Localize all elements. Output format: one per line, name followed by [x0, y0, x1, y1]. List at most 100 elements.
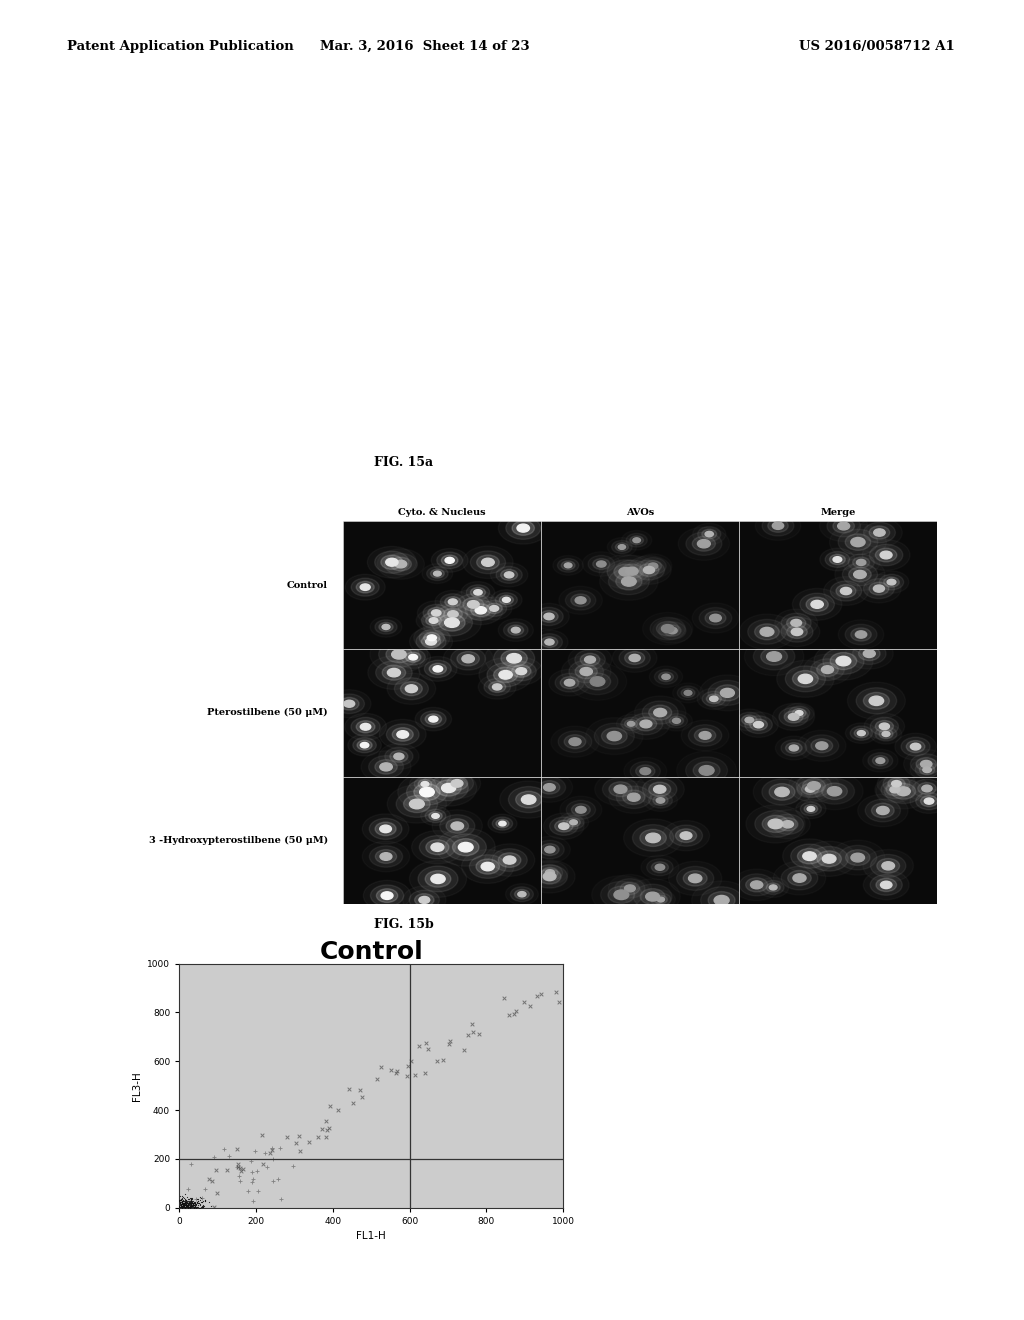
Circle shape — [559, 822, 569, 829]
Point — [272, 1138, 289, 1159]
Point — [183, 1189, 200, 1210]
Point — [440, 1034, 457, 1055]
Circle shape — [688, 725, 722, 746]
Circle shape — [851, 628, 871, 642]
Point — [551, 991, 567, 1012]
Circle shape — [646, 892, 659, 902]
Circle shape — [772, 814, 804, 834]
Circle shape — [360, 742, 369, 748]
Circle shape — [856, 688, 897, 714]
Point — [515, 991, 531, 1012]
Circle shape — [613, 564, 637, 579]
Circle shape — [395, 560, 407, 568]
Circle shape — [897, 787, 910, 796]
Point — [177, 1193, 194, 1214]
Circle shape — [566, 818, 581, 826]
Point — [181, 1191, 198, 1212]
Circle shape — [499, 671, 512, 678]
Point — [183, 1196, 200, 1217]
Point — [173, 1196, 189, 1217]
Circle shape — [855, 631, 866, 638]
Circle shape — [370, 846, 402, 867]
Point — [177, 1193, 194, 1214]
Circle shape — [518, 891, 526, 896]
Point — [175, 1195, 191, 1216]
Point — [522, 995, 539, 1016]
Point — [428, 1051, 444, 1072]
Point — [172, 1192, 188, 1213]
Circle shape — [628, 793, 640, 801]
Point — [259, 1156, 275, 1177]
Text: Cyto. & Nucleus: Cyto. & Nucleus — [398, 508, 485, 517]
Circle shape — [590, 677, 605, 686]
Circle shape — [418, 780, 432, 788]
Point — [184, 1192, 201, 1213]
Point — [400, 1056, 417, 1077]
Circle shape — [843, 564, 878, 586]
Point — [181, 1196, 198, 1217]
Point — [184, 1192, 201, 1213]
Point — [183, 1193, 200, 1214]
Point — [201, 1168, 217, 1189]
Point — [176, 1196, 193, 1217]
Circle shape — [822, 854, 836, 863]
Point — [173, 1195, 189, 1216]
Point — [173, 1193, 189, 1214]
Circle shape — [623, 789, 645, 804]
Circle shape — [841, 587, 852, 594]
Circle shape — [505, 572, 514, 578]
Point — [176, 1192, 193, 1213]
Point — [176, 1192, 193, 1213]
Point — [173, 1197, 189, 1218]
Point — [172, 1191, 188, 1212]
Point — [180, 1193, 197, 1214]
Point — [369, 1069, 385, 1090]
Point — [195, 1192, 211, 1213]
Point — [408, 1064, 424, 1085]
Point — [195, 1187, 211, 1208]
Point — [178, 1193, 195, 1214]
Point — [172, 1192, 188, 1213]
Circle shape — [697, 527, 721, 541]
Point — [174, 1192, 190, 1213]
Circle shape — [876, 548, 897, 562]
Circle shape — [621, 882, 640, 895]
Circle shape — [762, 779, 802, 805]
Circle shape — [781, 614, 811, 632]
Point — [180, 1195, 197, 1216]
Point — [197, 1179, 213, 1200]
Point — [189, 1188, 206, 1209]
Point — [231, 1171, 248, 1192]
Circle shape — [517, 524, 529, 532]
Point — [182, 1196, 199, 1217]
Point — [176, 1197, 193, 1218]
Circle shape — [416, 632, 446, 651]
Circle shape — [535, 607, 563, 626]
Point — [182, 1195, 199, 1216]
Circle shape — [436, 780, 461, 796]
Point — [188, 1197, 205, 1218]
Point — [181, 1196, 198, 1217]
Circle shape — [381, 556, 402, 569]
Point — [319, 1119, 336, 1140]
Point — [264, 1138, 281, 1159]
Circle shape — [851, 853, 864, 862]
Point — [441, 1031, 458, 1052]
Circle shape — [577, 668, 617, 694]
Point — [174, 1192, 190, 1213]
Circle shape — [446, 776, 468, 791]
Circle shape — [602, 777, 639, 801]
Point — [185, 1191, 202, 1212]
Point — [173, 1192, 189, 1213]
Circle shape — [492, 849, 527, 871]
Point — [186, 1195, 203, 1216]
Text: AVOs: AVOs — [626, 508, 654, 517]
Circle shape — [471, 603, 490, 616]
Circle shape — [484, 678, 511, 696]
Point — [185, 1193, 202, 1214]
Point — [189, 1193, 206, 1214]
Point — [322, 1096, 338, 1117]
Circle shape — [618, 568, 632, 576]
Circle shape — [542, 867, 558, 878]
Point — [176, 1192, 193, 1213]
